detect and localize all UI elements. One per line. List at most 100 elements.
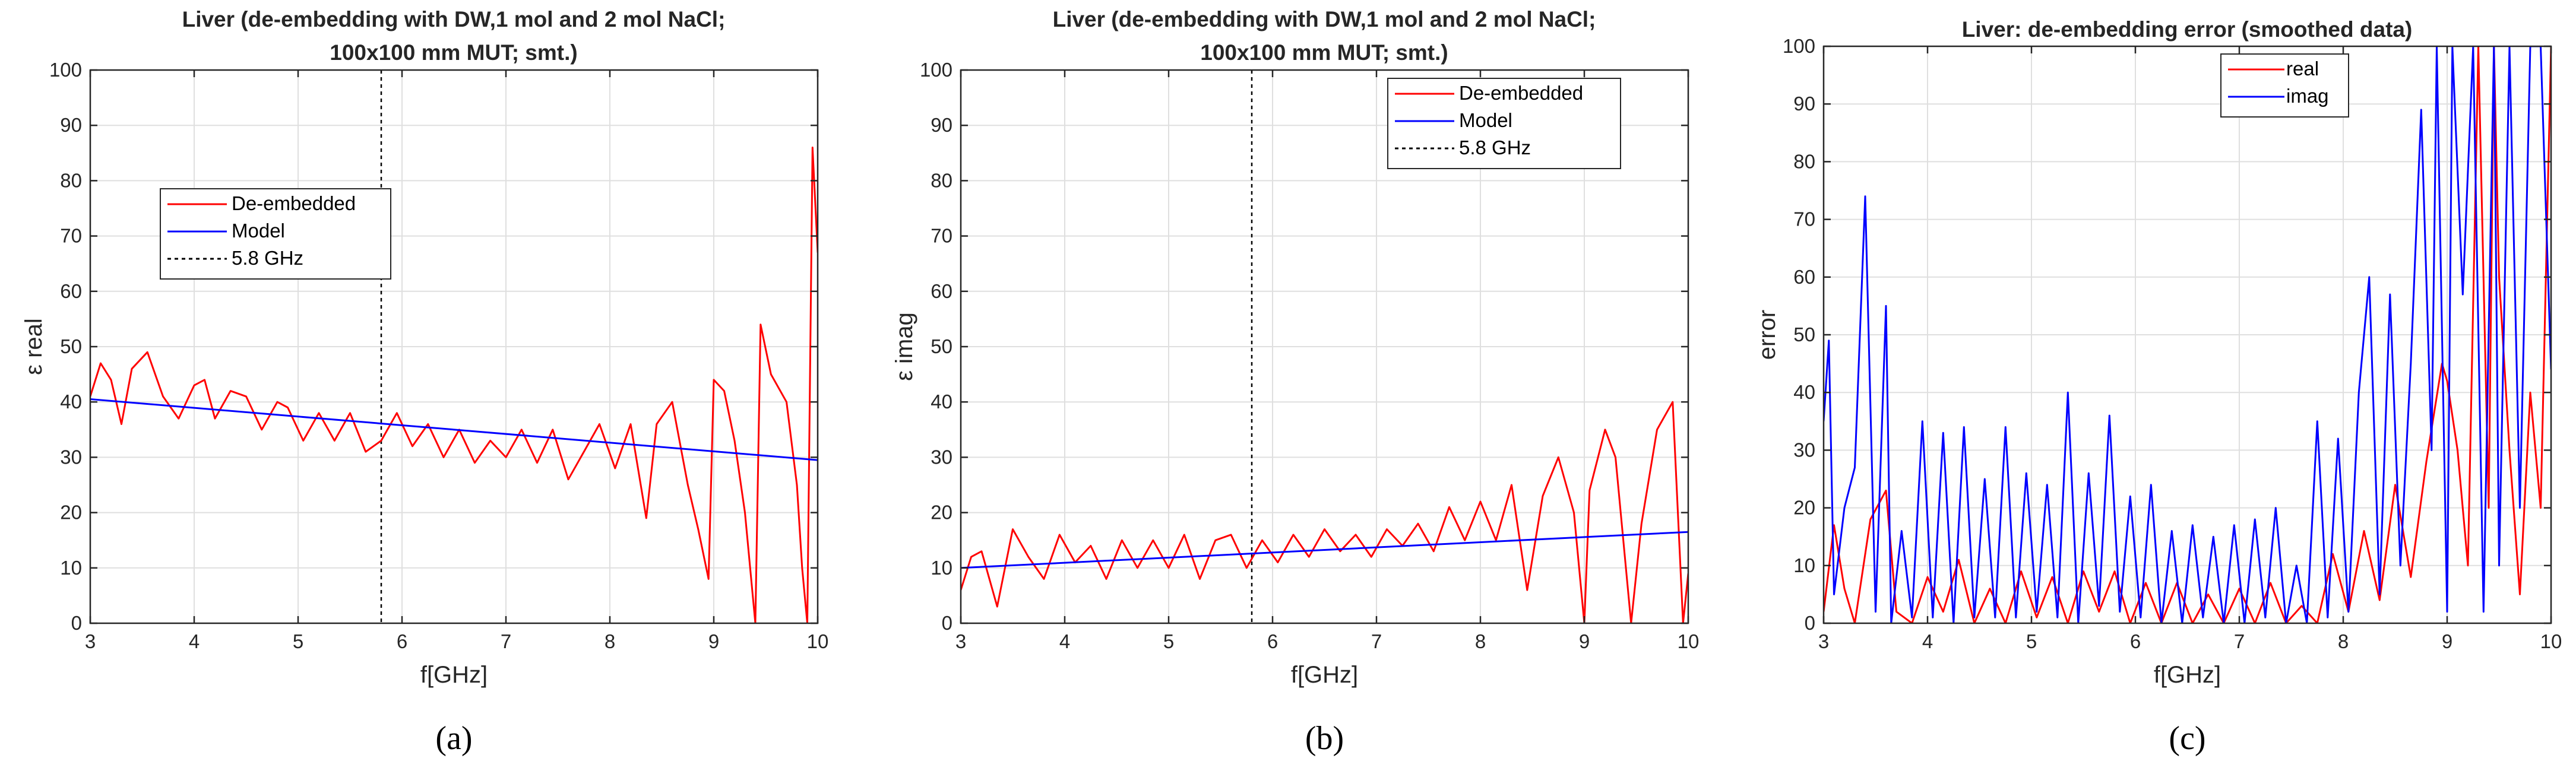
- legend-label-model: Model: [1459, 109, 1512, 131]
- x-tick-label: 7: [2234, 630, 2245, 652]
- x-tick-label: 8: [1475, 630, 1486, 652]
- x-tick-label: 10: [2540, 630, 2562, 652]
- y-tick-label: 50: [1793, 323, 1815, 345]
- x-tick-label: 7: [501, 630, 511, 652]
- y-tick-label: 40: [1793, 381, 1815, 403]
- y-tick-label: 80: [931, 169, 952, 191]
- series-line-real: [1824, 46, 2551, 623]
- y-tick-label: 100: [920, 59, 952, 81]
- y-tick-label: 70: [931, 225, 952, 247]
- legend-box: [2220, 53, 2349, 118]
- x-tick-label: 10: [807, 630, 829, 652]
- y-tick-label: 60: [60, 280, 82, 302]
- y-tick-label: 40: [931, 391, 952, 413]
- y-tick-label: 20: [1793, 497, 1815, 519]
- y-tick-label: 10: [60, 557, 82, 579]
- x-axis-label: f[GHz]: [420, 662, 488, 688]
- y-tick-label: 70: [60, 225, 82, 247]
- y-axis-label: ε real: [21, 318, 47, 375]
- chart-title-line1: Liver (de-embedding with DW,1 mol and 2 …: [1053, 7, 1596, 31]
- legend-label-de-embedded: De-embedded: [232, 192, 356, 214]
- legend: De-embedded Model 5.8 GHz: [160, 188, 391, 280]
- y-tick-label: 90: [931, 114, 952, 136]
- y-tick-label: 40: [60, 391, 82, 413]
- x-tick-label: 5: [1163, 630, 1174, 652]
- grid: [90, 70, 818, 623]
- legend-label-5-8-ghz: 5.8 GHz: [232, 247, 303, 269]
- x-tick-label: 3: [85, 630, 96, 652]
- legend-label-de-embedded: De-embedded: [1459, 82, 1583, 104]
- x-tick-label: 6: [2130, 630, 2141, 652]
- x-tick-label: 9: [2442, 630, 2452, 652]
- series-line-imag: [1824, 46, 2551, 623]
- chart-title: Liver: de-embedding error (smoothed data…: [1962, 17, 2413, 42]
- y-tick-label: 90: [1793, 93, 1815, 115]
- y-axis-label: error: [1754, 310, 1780, 360]
- series-line-model: [90, 398, 818, 461]
- series-group: [961, 401, 1688, 623]
- y-tick-label: 10: [1793, 554, 1815, 576]
- legend: De-embedded Model 5.8 GHz: [1387, 78, 1621, 169]
- series-line-model: [961, 531, 1688, 569]
- panel-label: (b): [1305, 720, 1344, 757]
- legend-label-real: real: [2286, 58, 2319, 80]
- y-tick-label: 30: [1793, 439, 1815, 461]
- y-tick-label: 100: [49, 59, 82, 81]
- chart-title-line1: Liver (de-embedding with DW,1 mol and 2 …: [182, 7, 726, 31]
- y-tick-label: 70: [1793, 208, 1815, 230]
- chart-title-line2: 100x100 mm MUT; smt.): [330, 40, 577, 65]
- legend-label-model: Model: [232, 220, 285, 242]
- legend-label-imag: imag: [2286, 85, 2329, 107]
- x-tick-label: 8: [2338, 630, 2349, 652]
- y-tick-label: 10: [931, 557, 952, 579]
- y-tick-label: 90: [60, 114, 82, 136]
- x-tick-label: 6: [1267, 630, 1278, 652]
- x-tick-label: 9: [708, 630, 719, 652]
- x-tick-label: 3: [1818, 630, 1829, 652]
- x-axis-label: f[GHz]: [2154, 662, 2221, 688]
- x-tick-label: 6: [397, 630, 407, 652]
- y-tick-label: 20: [931, 502, 952, 524]
- legend-label-5-8-ghz: 5.8 GHz: [1459, 137, 1531, 158]
- x-tick-label: 5: [293, 630, 303, 652]
- x-tick-label: 8: [605, 630, 615, 652]
- x-tick-label: 4: [189, 630, 200, 652]
- x-tick-label: 10: [1678, 630, 1700, 652]
- series-line-de-embedded: [961, 401, 1688, 623]
- y-tick-label: 80: [1793, 150, 1815, 172]
- chart-title-line2: 100x100 mm MUT; smt.): [1200, 40, 1448, 65]
- series-group: [90, 147, 818, 623]
- x-tick-label: 3: [955, 630, 966, 652]
- y-tick-label: 50: [931, 335, 952, 357]
- y-tick-label: 0: [1805, 612, 1815, 634]
- series-group: [1824, 46, 2551, 623]
- y-axis-label: ε imag: [891, 312, 917, 381]
- x-axis-label: f[GHz]: [1291, 662, 1358, 688]
- y-tick-label: 30: [60, 446, 82, 468]
- y-tick-label: 0: [942, 612, 952, 634]
- y-tick-label: 0: [71, 612, 82, 634]
- y-tick-label: 20: [60, 502, 82, 524]
- y-tick-label: 100: [1783, 35, 1815, 57]
- x-tick-label: 4: [1059, 630, 1070, 652]
- y-tick-label: 50: [60, 335, 82, 357]
- x-tick-label: 9: [1579, 630, 1590, 652]
- x-tick-label: 7: [1371, 630, 1382, 652]
- series-line-de-embedded: [90, 147, 818, 623]
- x-tick-label: 4: [1922, 630, 1933, 652]
- x-tick-label: 5: [2026, 630, 2037, 652]
- y-tick-label: 60: [931, 280, 952, 302]
- y-tick-label: 60: [1793, 266, 1815, 288]
- y-tick-label: 30: [931, 446, 952, 468]
- panel-label: (c): [2169, 720, 2205, 757]
- legend: real imag: [2220, 53, 2349, 118]
- y-tick-label: 80: [60, 169, 82, 191]
- grid: [961, 70, 1688, 623]
